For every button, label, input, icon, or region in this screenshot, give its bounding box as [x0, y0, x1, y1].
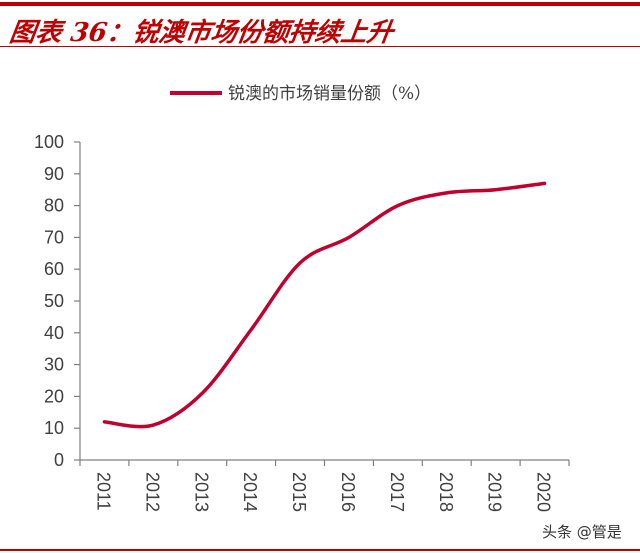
x-tick-label: 2012: [142, 472, 162, 512]
legend: 锐澳的市场销量份额（%）: [170, 84, 431, 104]
x-tick-label: 2017: [387, 472, 407, 512]
top-rule: [0, 2, 640, 6]
y-tick-label: 40: [44, 323, 64, 343]
y-tick-label: 20: [44, 386, 64, 406]
y-tick-label: 80: [44, 196, 64, 216]
legend-label: 锐澳的市场销量份额（%）: [228, 84, 431, 104]
y-tick-label: 100: [34, 132, 64, 152]
y-tick-label: 10: [44, 418, 64, 438]
title-rule: [0, 46, 640, 47]
y-tick-label: 30: [44, 355, 64, 375]
series-line: [102, 181, 547, 429]
x-tick-label: 2015: [289, 472, 309, 512]
x-tick-label: 2016: [338, 472, 358, 512]
x-tick-label: 2011: [93, 472, 113, 511]
bottom-rule: [0, 549, 640, 551]
x-tick-label: 2014: [240, 472, 260, 512]
y-tick-label: 70: [44, 227, 64, 247]
x-tick-label: 2019: [485, 472, 505, 512]
x-tick-label: 2018: [436, 472, 456, 512]
y-tick-label: 50: [44, 291, 64, 311]
y-tick-label: 0: [54, 450, 64, 470]
y-tick-label: 90: [44, 164, 64, 184]
x-tick-label: 2013: [191, 472, 211, 512]
y-tick-label: 60: [44, 259, 64, 279]
watermark: 头条 @管是: [542, 523, 622, 541]
x-tick-label: 2020: [534, 472, 554, 512]
